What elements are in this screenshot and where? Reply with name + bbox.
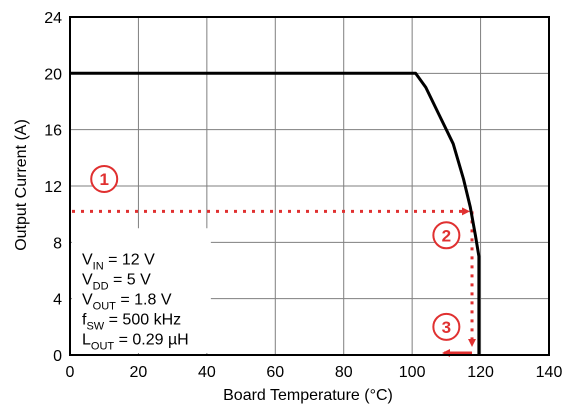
x-tick-label: 40 (198, 364, 216, 381)
x-tick-label: 60 (266, 364, 284, 381)
x-tick-label: 120 (467, 364, 494, 381)
plot-curve (70, 71, 481, 355)
x-tick-label: 0 (66, 364, 75, 381)
step-marker-circle (432, 221, 461, 250)
x-tick-labels: 0 20 40 60 80 100 120 140 (66, 364, 563, 381)
y-tick-label: 12 (44, 179, 62, 196)
conditions-background (72, 228, 211, 353)
step-markers: 1 2 3 (90, 164, 461, 341)
y-tick-label: 4 (53, 292, 62, 309)
step-marker-label: 2 (442, 226, 451, 245)
y-tick-label: 20 (44, 66, 62, 83)
y-tick-label: 0 (53, 348, 62, 365)
x-tick-label: 100 (399, 364, 426, 381)
guide-lines (72, 207, 477, 357)
step-marker-1: 1 (90, 164, 119, 193)
condition-in: VIN = 12 V (82, 251, 155, 272)
step-marker-circle (90, 164, 119, 193)
step-marker-3: 3 (432, 312, 461, 341)
condition-dd: VDD = 5 V (82, 271, 151, 292)
x-axis-title: Board Temperature (°C) (223, 387, 393, 404)
step-marker-label: 3 (442, 318, 451, 337)
grid-lines (70, 17, 549, 355)
plot-frame (69, 16, 550, 356)
condition-out: VOUT = 1.8 V (82, 291, 172, 312)
x-tick-label: 20 (130, 364, 148, 381)
y-tick-labels: 0 4 8 12 16 20 24 (44, 10, 62, 365)
step-marker-label: 1 (99, 170, 108, 189)
y-tick-label: 16 (44, 123, 62, 140)
condition-sw: fSW = 500 kHz (82, 311, 181, 332)
y-tick-label: 8 (53, 235, 62, 252)
series-line (70, 71, 481, 355)
y-axis-title: Output Current (A) (13, 119, 30, 251)
step-marker-2: 2 (432, 221, 461, 250)
y-tick-label: 24 (44, 10, 62, 27)
step-marker-circle (432, 312, 461, 341)
x-tick-label: 80 (335, 364, 353, 381)
x-tick-label: 140 (536, 364, 563, 381)
condition-out: LOUT = 0.29 µH (82, 331, 189, 352)
